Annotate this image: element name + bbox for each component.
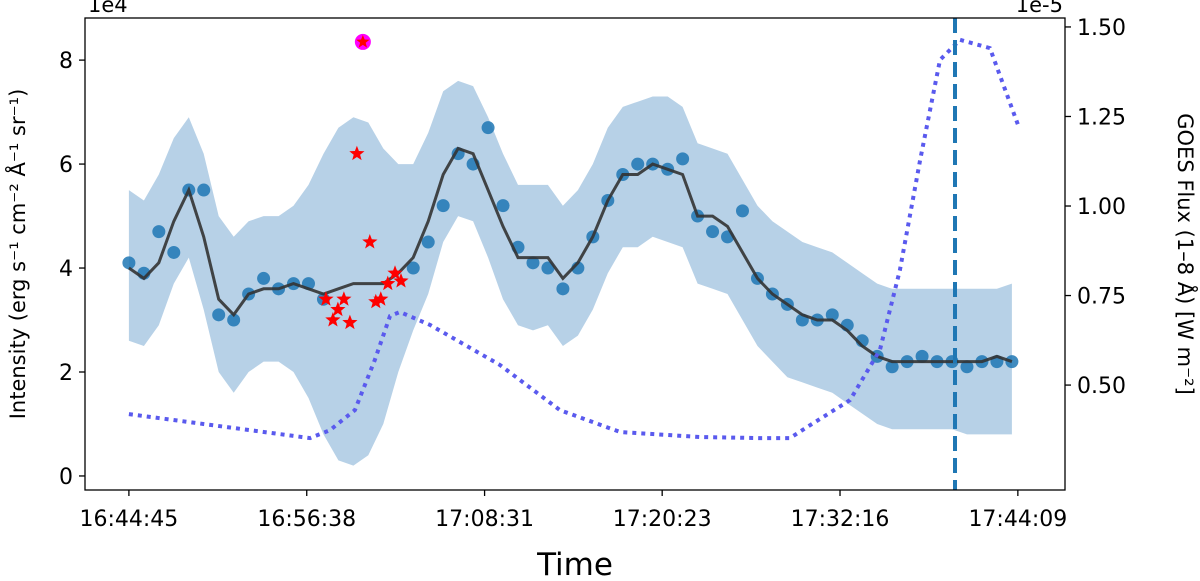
smoothed-line <box>128 146 1013 364</box>
star-point <box>318 291 334 306</box>
data-point <box>197 183 211 197</box>
star-point <box>380 275 396 291</box>
data-point <box>167 245 181 259</box>
data-point <box>152 225 166 239</box>
data-point <box>735 204 749 218</box>
y-tick-label: 4 <box>59 257 73 282</box>
star-point <box>393 273 409 288</box>
plot-area <box>122 18 1020 490</box>
star-point <box>368 293 384 309</box>
highlight-star <box>356 34 370 48</box>
y2-offset-label: 1e-5 <box>1016 0 1063 17</box>
goes-flux-line <box>128 37 1020 441</box>
data-point <box>227 313 241 327</box>
y2-tick-label: 1.50 <box>1077 16 1126 41</box>
data-point <box>960 360 974 374</box>
data-point <box>526 256 540 270</box>
y2-tick-label: 0.75 <box>1077 285 1126 310</box>
x-axis-label: Time <box>536 547 613 581</box>
data-point <box>212 308 226 322</box>
axes-frame <box>84 17 1066 491</box>
data-point <box>915 349 929 363</box>
x-tick-label: 16:44:45 <box>79 507 178 532</box>
data-point <box>706 225 720 239</box>
y2-tick-label: 1.00 <box>1077 195 1126 220</box>
data-point <box>257 271 271 285</box>
data-point <box>481 121 495 135</box>
star-point <box>362 234 378 249</box>
data-point <box>556 282 570 296</box>
y2-tick-label: 1.25 <box>1077 105 1126 130</box>
y2-axis-label: GOES Flux (1–8 Å) [W m⁻²] <box>1173 113 1199 395</box>
uncertainty-band <box>128 80 1012 466</box>
star-point <box>342 314 358 330</box>
y-tick-label: 2 <box>59 361 73 386</box>
x-tick-label: 17:08:31 <box>435 507 534 532</box>
data-point <box>436 199 450 213</box>
data-point <box>122 256 136 270</box>
data-point <box>406 261 420 275</box>
x-tick-label: 17:32:16 <box>791 507 890 532</box>
x-tick-label: 17:44:09 <box>968 507 1067 532</box>
x-tick-label: 17:20:23 <box>613 507 712 532</box>
y-offset-label: 1e4 <box>88 0 128 17</box>
data-point <box>885 360 899 374</box>
data-point <box>825 308 839 322</box>
y-tick-label: 0 <box>59 465 73 490</box>
star-point <box>387 265 403 280</box>
star-point <box>373 291 389 306</box>
star-point <box>336 291 352 306</box>
data-point <box>496 199 510 213</box>
star-point <box>349 145 365 161</box>
y-axis-label: Intensity (erg s⁻¹ cm⁻² Å⁻¹ sr⁻¹) <box>4 89 30 420</box>
x-tick-label: 16:56:38 <box>257 507 356 532</box>
data-point <box>631 157 645 171</box>
y-tick-label: 6 <box>59 153 73 178</box>
y-tick-label: 8 <box>59 49 73 74</box>
data-point <box>541 261 555 275</box>
star-point <box>325 312 341 327</box>
data-point <box>421 235 435 249</box>
y2-tick-label: 0.50 <box>1077 374 1126 399</box>
star-point <box>330 301 346 317</box>
data-point <box>676 152 690 166</box>
